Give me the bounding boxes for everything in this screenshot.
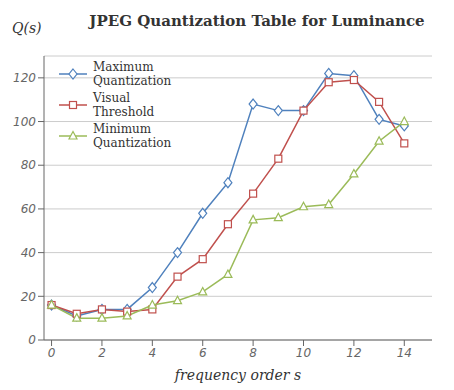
svg-text:60: 60 [21, 202, 37, 216]
svg-text:6: 6 [199, 346, 207, 360]
svg-text:20: 20 [21, 290, 37, 304]
html-text:Q(s): Q(s) [12, 20, 42, 36]
html-text:JPEG Quantization Table for Lu: JPEG Quantization Table for Luminance [89, 12, 425, 30]
svg-text:8: 8 [249, 346, 257, 360]
html-text:Visual Threshold: Visual Threshold [93, 91, 155, 119]
svg-text:2: 2 [98, 346, 106, 360]
svg-text:0: 0 [48, 346, 56, 360]
svg-text:40: 40 [21, 246, 37, 260]
svg-text:12: 12 [346, 346, 361, 360]
svg-text:frequency order s: frequency order s [174, 367, 301, 383]
svg-text:120: 120 [13, 71, 36, 85]
svg-text:10: 10 [296, 346, 312, 360]
svg-text:4: 4 [149, 346, 157, 360]
svg-text:100: 100 [13, 115, 36, 129]
svg-text:14: 14 [397, 346, 412, 360]
html-text:Minimum Quantization: Minimum Quantization [93, 122, 172, 150]
html-text:Maximum Quantization: Maximum Quantization [93, 60, 172, 88]
svg-text:0: 0 [28, 333, 36, 347]
svg-text:80: 80 [21, 158, 37, 172]
